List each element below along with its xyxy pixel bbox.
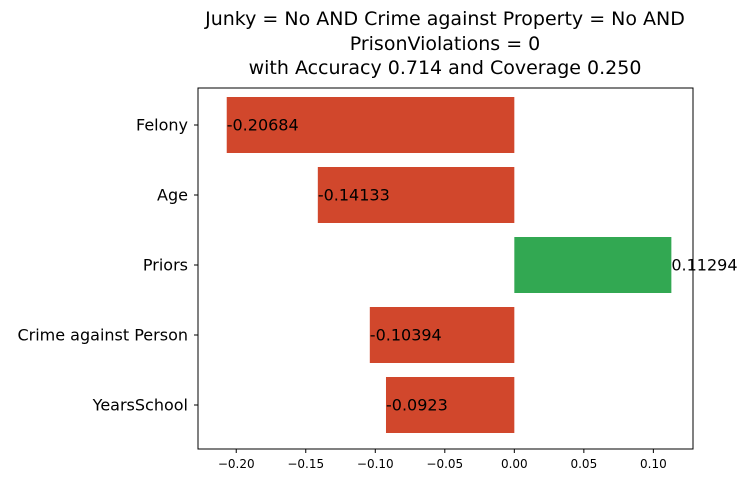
bars bbox=[226, 97, 672, 433]
x-tick-label: 0.05 bbox=[570, 457, 597, 471]
x-tick-label: −0.05 bbox=[426, 457, 463, 471]
bar-felony bbox=[226, 97, 515, 153]
y-axis: Felony Age Priors Crime against Person Years… bbox=[17, 116, 198, 415]
data-label: -0.14133 bbox=[318, 186, 390, 205]
data-label: 0.11294 bbox=[671, 256, 737, 275]
bar-priors bbox=[514, 237, 672, 293]
x-tick-label: 0.00 bbox=[501, 457, 528, 471]
y-tick-label: YearsSchool bbox=[92, 396, 188, 415]
data-label: -0.20684 bbox=[227, 116, 299, 135]
chart-title: Junky = No AND Crime against Property = … bbox=[204, 8, 685, 79]
bar-age bbox=[317, 167, 515, 223]
y-tick-label: Age bbox=[157, 186, 188, 205]
data-label: -0.10394 bbox=[370, 326, 442, 345]
y-tick-label: Felony bbox=[136, 116, 188, 135]
x-tick-label: −0.10 bbox=[357, 457, 394, 471]
bar-yearsschool bbox=[385, 377, 515, 433]
chart-title-line: PrisonViolations = 0 bbox=[350, 33, 541, 55]
y-tick-label: Crime against Person bbox=[17, 326, 188, 345]
y-tick-label: Priors bbox=[143, 256, 188, 275]
data-label: -0.0923 bbox=[386, 396, 448, 415]
x-axis: −0.20 −0.15 −0.10 −0.05 0.00 0.05 0.10 bbox=[218, 449, 667, 471]
data-labels: -0.20684 -0.14133 0.11294 -0.10394 -0.0923 bbox=[227, 116, 738, 415]
chart-title-line: with Accuracy 0.714 and Coverage 0.250 bbox=[249, 57, 642, 79]
x-tick-label: −0.15 bbox=[287, 457, 324, 471]
x-tick-label: −0.20 bbox=[218, 457, 255, 471]
bar-crime-against-person bbox=[369, 307, 515, 363]
chart-title-line: Junky = No AND Crime against Property = … bbox=[204, 8, 685, 30]
x-tick-label: 0.10 bbox=[640, 457, 667, 471]
plot-frame bbox=[197, 87, 694, 450]
